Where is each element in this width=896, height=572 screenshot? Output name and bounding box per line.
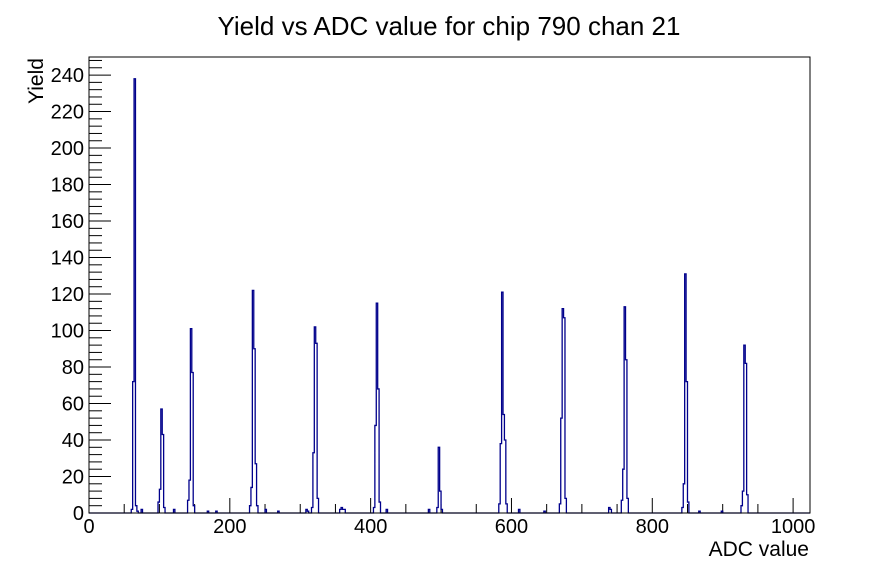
y-tick-label: 100 [51,321,84,343]
y-tick-label: 120 [51,284,84,306]
y-axis-title: Yield [25,58,48,104]
histogram-step-line [89,78,810,514]
plot-frame [88,56,811,514]
y-tick-label: 160 [51,211,84,233]
axis-tick-labels: 0 20 40 60 80 100 120 140 160 180 200 220 240 0 200 400… [51,65,816,538]
y-tick-label: 220 [51,102,84,124]
y-tick-label: 40 [62,430,84,452]
x-tick-label: 800 [636,516,669,538]
chart-title: Yield vs ADC value for chip 790 chan 21 [218,11,681,41]
y-tick-label: 60 [62,394,84,416]
y-tick-label: 80 [62,357,84,379]
x-tick-label: 1000 [771,516,816,538]
y-tick-label: 240 [51,65,84,87]
y-tick-label: 200 [51,138,84,160]
x-tick-label: 400 [354,516,387,538]
y-tick-label: 180 [51,175,84,197]
x-tick-label: 600 [495,516,528,538]
x-tick-label: 0 [83,516,94,538]
x-tick-label: 200 [213,516,246,538]
y-tick-label: 20 [62,467,84,489]
x-axis-title: ADC value [709,538,809,561]
axis-ticks [88,59,794,514]
y-tick-label: 140 [51,248,84,270]
y-tick-label: 0 [73,503,84,525]
